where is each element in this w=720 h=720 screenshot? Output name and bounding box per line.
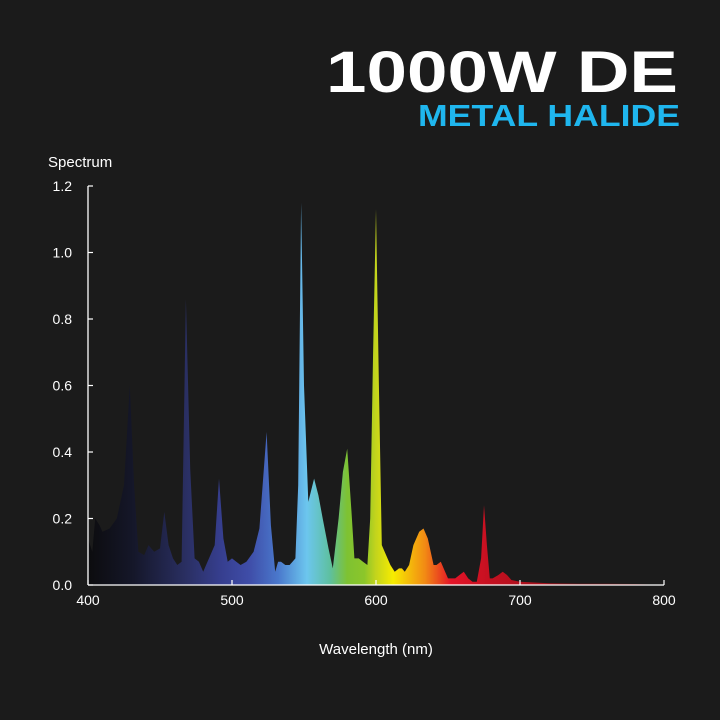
y-tick-label: 1.0: [53, 245, 73, 261]
x-tick-label: 500: [220, 592, 244, 608]
chart-title: 1000W DE: [326, 40, 678, 105]
spectrum-area-series-0: [88, 202, 664, 585]
x-tick-label: 800: [652, 592, 676, 608]
x-axis-label: Wavelength (nm): [319, 641, 433, 658]
y-tick-label: 0.0: [53, 577, 73, 593]
x-tick-label: 400: [76, 592, 100, 608]
y-tick-label: 0.8: [53, 311, 73, 327]
y-tick-label: 0.2: [53, 511, 73, 527]
y-tick-label: 0.4: [53, 444, 73, 460]
x-tick-label: 600: [364, 592, 388, 608]
y-tick-label: 0.6: [53, 378, 73, 394]
chart-subtitle: METAL HALIDE: [418, 98, 680, 133]
x-tick-label: 700: [508, 592, 532, 608]
y-tick-label: 1.2: [53, 178, 73, 194]
y-axis-label: Spectrum: [48, 154, 112, 171]
